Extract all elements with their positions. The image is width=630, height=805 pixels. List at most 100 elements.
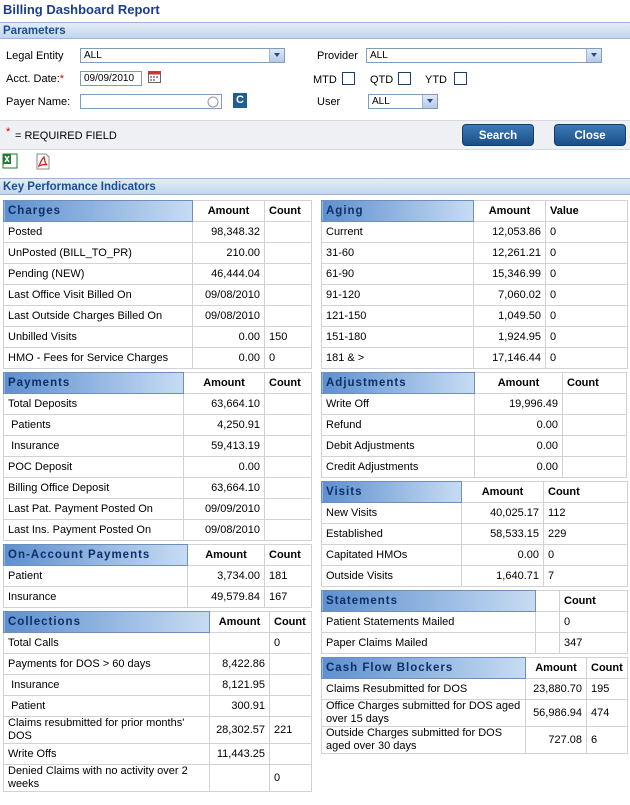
- right-column: AgingAmountValueCurrent12,053.86031-6012…: [321, 200, 628, 757]
- header-row: Cash Flow BlockersAmountCount: [322, 658, 628, 679]
- count-cell: [265, 222, 312, 243]
- column-header: Count: [265, 201, 312, 222]
- amount-cell: 46,444.04: [193, 264, 265, 285]
- count-cell: [270, 744, 312, 765]
- panel-title: Visits: [322, 482, 462, 503]
- column-header: Value: [546, 201, 628, 222]
- data-row: Office Charges submitted for DOS aged ov…: [322, 700, 628, 727]
- kpi-table: On-Account PaymentsAmountCountPatient3,7…: [3, 544, 312, 608]
- row-label: Last Pat. Payment Posted On: [4, 499, 184, 520]
- data-row: Claims resubmitted for prior months' DOS…: [4, 717, 312, 744]
- label: YTD: [425, 74, 447, 86]
- count-cell: [270, 696, 312, 717]
- row-label: Insurance: [4, 675, 210, 696]
- row-label: Total Deposits: [4, 394, 184, 415]
- row-label: Insurance: [4, 587, 188, 608]
- data-row: Credit Adjustments0.00: [322, 457, 627, 478]
- mtd-checkbox[interactable]: [342, 72, 355, 85]
- data-row: Capitated HMOs0.000: [322, 545, 628, 566]
- amount-cell: 56,986.94: [526, 700, 587, 727]
- data-row: Insurance59,413.19: [4, 436, 312, 457]
- amount-cell: 11,443.25: [210, 744, 270, 765]
- column-header: Amount: [474, 201, 546, 222]
- row-label: UnPosted (BILL_TO_PR): [4, 243, 193, 264]
- value: ALL: [84, 50, 102, 61]
- header-row: ChargesAmountCount: [4, 201, 312, 222]
- pdf-icon[interactable]: [35, 153, 51, 170]
- label: User: [317, 96, 340, 108]
- column-header: Count: [265, 545, 312, 566]
- count-cell: [265, 306, 312, 327]
- data-row: Total Deposits63,664.10: [4, 394, 312, 415]
- count-cell: 0: [546, 327, 628, 348]
- amount-cell: 12,261.21: [474, 243, 546, 264]
- row-label: Outside Charges submitted for DOS aged o…: [322, 727, 526, 754]
- count-cell: 7: [544, 566, 628, 587]
- row-label: Established: [322, 524, 462, 545]
- parameters-panel: Legal Entity ALL Provider ALL Acct. Date…: [0, 40, 630, 120]
- count-cell: 6: [587, 727, 628, 754]
- count-cell: 0: [546, 348, 628, 369]
- date-input[interactable]: 09/09/2010: [80, 71, 142, 86]
- panel-title: Cash Flow Blockers: [322, 658, 526, 679]
- row-label: 121-150: [322, 306, 474, 327]
- label: Payer Name:: [6, 96, 70, 108]
- column-header: Amount: [184, 373, 265, 394]
- panel-title: Payments: [4, 373, 184, 394]
- kpi-table: AgingAmountValueCurrent12,053.86031-6012…: [321, 200, 628, 369]
- search-button[interactable]: Search: [462, 124, 534, 146]
- data-row: Paper Claims Mailed347: [322, 633, 628, 654]
- excel-icon[interactable]: [2, 153, 18, 169]
- data-row: UnPosted (BILL_TO_PR)210.00: [4, 243, 312, 264]
- amount-cell: 59,413.19: [184, 436, 265, 457]
- data-row: HMO - Fees for Service Charges0.000: [4, 348, 312, 369]
- count-cell: 474: [587, 700, 628, 727]
- payer-input[interactable]: [80, 94, 222, 109]
- row-label: Office Charges submitted for DOS aged ov…: [322, 700, 526, 727]
- amount-cell: 0.00: [462, 545, 544, 566]
- count-cell: [265, 243, 312, 264]
- column-header: Count: [544, 482, 628, 503]
- kpi-table: VisitsAmountCountNew Visits40,025.17112E…: [321, 481, 628, 587]
- row-label: Refund: [322, 415, 475, 436]
- label: Legal Entity: [6, 50, 63, 62]
- row-label: Outside Visits: [322, 566, 462, 587]
- user-select[interactable]: ALL: [368, 94, 438, 109]
- calendar-icon[interactable]: [148, 70, 161, 83]
- data-row: Current12,053.860: [322, 222, 628, 243]
- amount-cell: 0.00: [475, 436, 563, 457]
- count-cell: 150: [265, 327, 312, 348]
- amount-cell: 8,422.86: [210, 654, 270, 675]
- row-label: Total Calls: [4, 633, 210, 654]
- header-row: CollectionsAmountCount: [4, 612, 312, 633]
- provider-select[interactable]: ALL: [366, 48, 602, 63]
- data-row: 151-1801,924.950: [322, 327, 628, 348]
- qtd-checkbox[interactable]: [398, 72, 411, 85]
- count-cell: 0: [544, 545, 628, 566]
- ytd-checkbox[interactable]: [454, 72, 467, 85]
- count-cell: 229: [544, 524, 628, 545]
- label: QTD: [370, 74, 393, 86]
- clear-button[interactable]: C: [233, 93, 247, 108]
- count-cell: [563, 436, 627, 457]
- close-button[interactable]: Close: [554, 124, 626, 146]
- left-column: ChargesAmountCountPosted98,348.32UnPoste…: [3, 200, 312, 795]
- legal-entity-select[interactable]: ALL: [80, 48, 285, 63]
- row-label: Write Offs: [4, 744, 210, 765]
- row-label: Unbilled Visits: [4, 327, 193, 348]
- column-header: Amount: [188, 545, 265, 566]
- row-label: 151-180: [322, 327, 474, 348]
- count-cell: 181: [265, 566, 312, 587]
- label: Acct. Date:*: [6, 73, 64, 85]
- amount-cell: 58,533.15: [462, 524, 544, 545]
- header-row: AgingAmountValue: [322, 201, 628, 222]
- row-label: Insurance: [4, 436, 184, 457]
- count-cell: 0: [546, 264, 628, 285]
- amount-cell: 1,049.50: [474, 306, 546, 327]
- data-row: Payments for DOS > 60 days8,422.86: [4, 654, 312, 675]
- row-label: Denied Claims with no activity over 2 we…: [4, 765, 210, 792]
- count-cell: [265, 499, 312, 520]
- column-header: Amount: [475, 373, 563, 394]
- row-label: Pending (NEW): [4, 264, 193, 285]
